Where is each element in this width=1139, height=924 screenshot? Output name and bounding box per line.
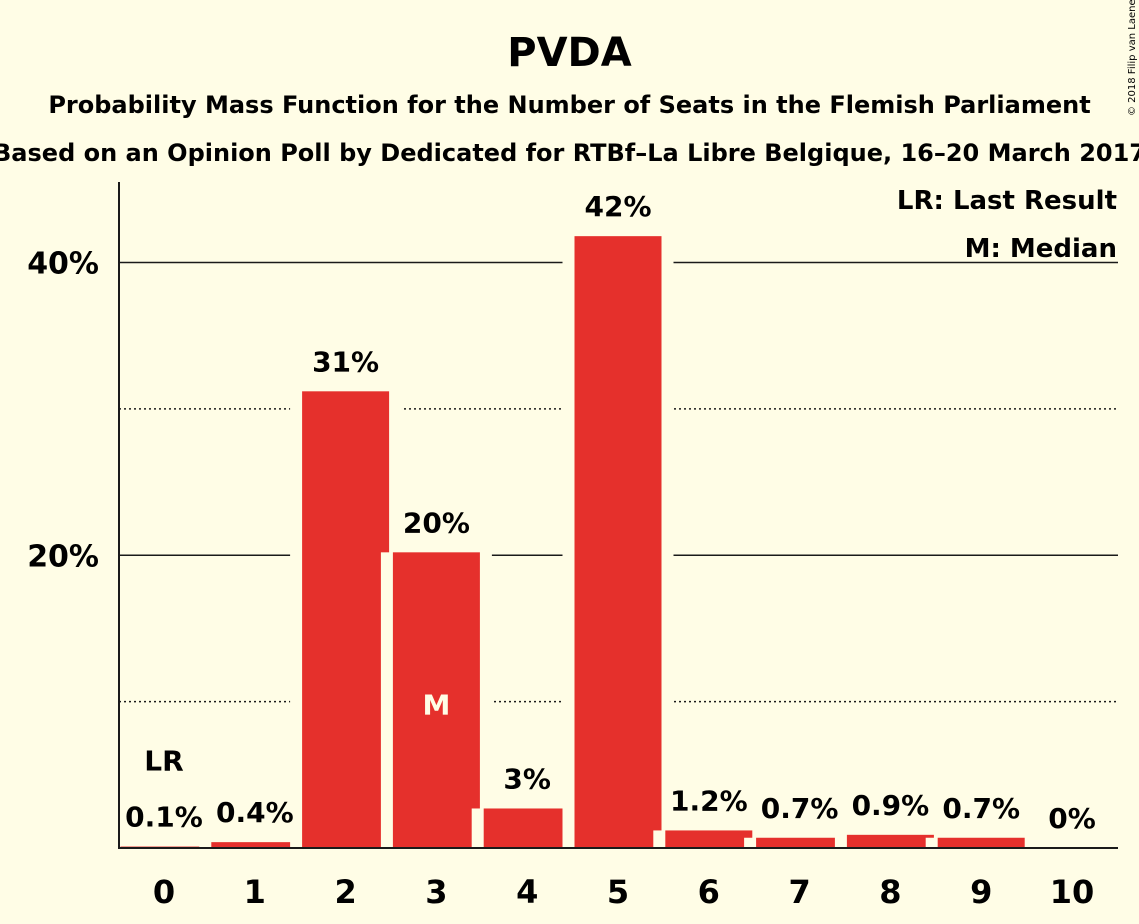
- y-ticks: 20% 40%: [27, 247, 99, 575]
- x-tick-9: 9: [970, 873, 992, 911]
- x-tick-1: 1: [244, 873, 266, 911]
- data-label-9: 0.7%: [942, 792, 1020, 825]
- x-tick-10: 10: [1050, 873, 1095, 911]
- bar-4: [483, 808, 571, 848]
- x-tick-7: 7: [788, 873, 810, 911]
- legend-last-result: LR: Last Result: [897, 186, 1117, 216]
- data-labels: 0.1% 0.4% 31% 20% 3% 42% 1.2% 0.7% 0.9% 0.7% 0% LR M: [125, 190, 1096, 835]
- chart-title: PVDA: [507, 30, 631, 76]
- bar-6: [665, 830, 753, 848]
- bar-8: [846, 834, 934, 848]
- data-label-10: 0%: [1048, 802, 1096, 835]
- chart-subtitle: Probability Mass Function for the Number…: [48, 91, 1090, 119]
- x-tick-2: 2: [334, 873, 356, 911]
- chart-source: Based on an Opinion Poll by Dedicated fo…: [0, 139, 1139, 167]
- bar-7: [756, 837, 844, 848]
- bar-3: [392, 552, 480, 848]
- y-tick-40: 40%: [27, 247, 99, 282]
- data-label-3: 20%: [403, 506, 470, 539]
- x-tick-6: 6: [698, 873, 720, 911]
- bar-2: [302, 391, 390, 848]
- data-label-2: 31%: [312, 345, 379, 378]
- bars: [108, 236, 1037, 848]
- x-tick-0: 0: [153, 873, 175, 911]
- bar-9: [937, 837, 1025, 848]
- bar-5: [574, 236, 662, 848]
- data-label-0: 0.1%: [125, 801, 203, 834]
- last-result-marker: LR: [144, 745, 183, 778]
- data-label-8: 0.9%: [852, 789, 930, 822]
- x-tick-3: 3: [425, 873, 447, 911]
- data-label-5: 42%: [584, 190, 651, 223]
- y-tick-20: 20%: [27, 539, 99, 574]
- data-label-7: 0.7%: [761, 792, 839, 825]
- legend-median: M: Median: [965, 234, 1117, 264]
- copyright-credit: © 2018 Filip van Laenen: [1127, 0, 1138, 116]
- x-tick-5: 5: [607, 873, 629, 911]
- data-label-4: 3%: [503, 762, 551, 795]
- median-marker: M: [422, 689, 450, 722]
- bar-1: [211, 842, 299, 848]
- x-tick-4: 4: [516, 873, 538, 911]
- data-label-6: 1.2%: [670, 784, 748, 817]
- x-tick-8: 8: [879, 873, 901, 911]
- x-ticks: 0 1 2 3 4 5 6 7 8 9 10: [153, 873, 1094, 911]
- data-label-1: 0.4%: [216, 796, 294, 829]
